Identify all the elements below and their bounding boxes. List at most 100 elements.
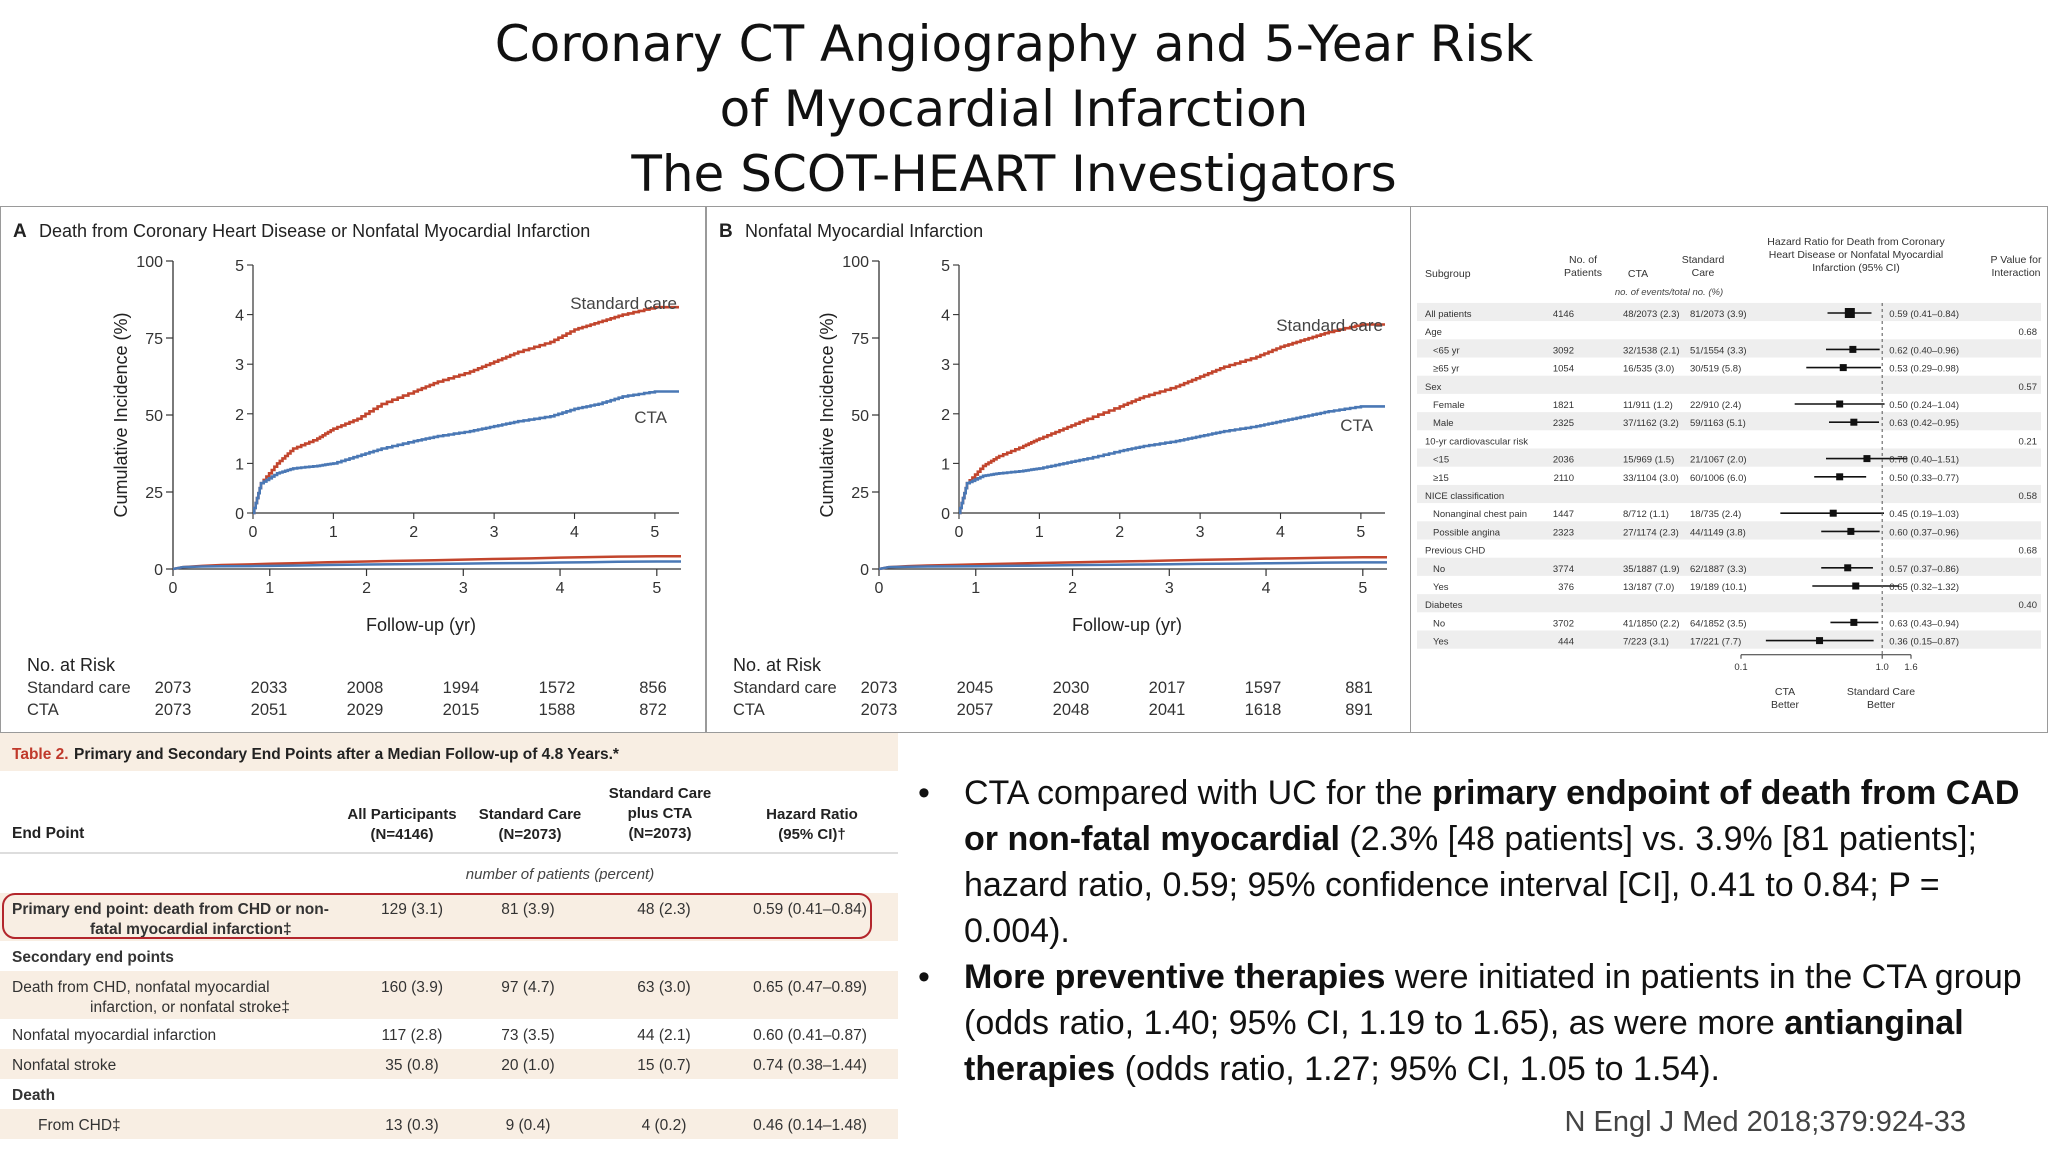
forest-events-note: no. of events/total no. (%) — [1615, 287, 1723, 298]
km-chart-a: A Death from Coronary Heart Disease or No… — [13, 221, 681, 719]
forest-header-standard: Care — [1692, 267, 1715, 279]
forest-row-band — [1417, 594, 2041, 613]
forest-row-sc: 64/1852 (3.5) — [1690, 618, 1747, 629]
forest-row-band — [1417, 412, 2041, 431]
risk-title: No. at Risk — [27, 655, 116, 675]
risk-value: 2015 — [443, 701, 480, 719]
table-col-header-3: Standard Care — [609, 785, 712, 802]
table-col-header-2: (N=2073) — [499, 826, 562, 843]
risk-value: 2041 — [1149, 701, 1186, 719]
forest-point — [1863, 455, 1871, 463]
x-tick-label: 0 — [875, 580, 884, 597]
risk-value: 2051 — [251, 701, 288, 719]
forest-point — [1844, 564, 1852, 572]
forest-row-cta: 48/2073 (2.3) — [1623, 309, 1680, 320]
risk-value: 1588 — [539, 701, 576, 719]
table-cell: 160 (3.9) — [381, 979, 443, 996]
table-cell: 0.65 (0.47–0.89) — [753, 979, 867, 996]
forest-row-sc: 44/1149 (3.8) — [1690, 527, 1746, 538]
forest-x-tick-label: 1.6 — [1904, 662, 1917, 673]
forest-row-sc: 81/2073 (3.9) — [1690, 309, 1747, 320]
table-col-header-0: End Point — [12, 825, 84, 842]
endpoint-table-svg: Table 2. Primary and Secondary End Points… — [0, 733, 898, 1139]
table-caption-prefix: Table 2. — [12, 746, 69, 763]
summary-bullets: • CTA compared with UC for the primary en… — [918, 770, 2038, 1092]
table-caption: Primary and Secondary End Points after a… — [74, 746, 620, 763]
forest-row-label: No — [1433, 564, 1445, 575]
table-caption-band — [0, 733, 898, 771]
forest-row-n: 4146 — [1553, 309, 1574, 320]
inset-x-tick-label: 1 — [329, 524, 338, 541]
forest-row-sc: 62/1887 (3.3) — [1690, 564, 1747, 575]
inset-curve-standard-care — [253, 305, 679, 515]
summary-bullet: • More preventive therapies were initiate… — [918, 954, 2038, 1092]
y-axis-label: Cumulative Incidence (%) — [111, 312, 131, 517]
risk-row-label: CTA — [27, 701, 59, 719]
risk-value: 1618 — [1245, 701, 1282, 719]
table-row-label-cont: fatal myocardial infarction‡ — [90, 921, 292, 938]
risk-value: 1994 — [443, 679, 480, 697]
km-chart-b: B Nonfatal Myocardial Infarction025507510… — [719, 221, 1387, 719]
bullet-emphasis: antianginal therapies — [964, 1004, 1964, 1088]
forest-row-ci: 0.60 (0.37–0.96) — [1889, 527, 1959, 538]
table-cell: 48 (2.3) — [637, 901, 690, 918]
forest-row-band — [1417, 339, 2041, 358]
table-cell: 44 (2.1) — [637, 1027, 690, 1044]
y-tick-label: 75 — [145, 331, 163, 348]
forest-row-sc: 60/1006 (6.0) — [1690, 473, 1747, 484]
x-tick-label: 1 — [971, 580, 980, 597]
forest-row-label: Yes — [1433, 582, 1449, 593]
panel-title: Nonfatal Myocardial Infarction — [745, 221, 983, 241]
risk-value: 2045 — [957, 679, 994, 697]
bullet-dot: • — [918, 774, 930, 812]
forest-row-n: 2110 — [1554, 473, 1574, 484]
forest-row-p: 0.58 — [2019, 491, 2038, 502]
y-tick-label: 25 — [851, 485, 869, 502]
km-chart-panel-b: B Nonfatal Myocardial Infarction 0 25 50 75 10… — [706, 206, 1412, 733]
inset-y-tick-label: 3 — [941, 357, 950, 374]
inset-curve-cta — [959, 405, 1385, 515]
forest-row-ci: 0.45 (0.19–1.03) — [1889, 509, 1959, 520]
table-highlight-box — [2, 893, 872, 939]
forest-row-sc: 19/189 (10.1) — [1690, 582, 1747, 593]
forest-row-sc: 18/735 (2.4) — [1690, 509, 1741, 520]
bullet-text: were initiated in patients in the CTA gr… — [964, 958, 2022, 1042]
table-row-label: Death from CHD, nonfatal myocardial — [12, 979, 270, 996]
forest-row-cta: 35/1887 (1.9) — [1623, 564, 1680, 575]
forest-row-label: Age — [1425, 327, 1442, 338]
forest-row-label: 10-yr cardiovascular risk — [1425, 436, 1528, 447]
forest-row-label: Previous CHD — [1425, 546, 1485, 557]
table-row-label: Nonfatal myocardial infarction — [12, 1027, 216, 1044]
forest-xlabel-left: Better — [1771, 699, 1800, 711]
table-subheader: number of patients (percent) — [466, 866, 654, 883]
forest-row-label: ≥65 yr — [1433, 364, 1459, 375]
forest-x-tick-label: 0.1 — [1734, 662, 1747, 673]
table-row-label-cont: infarction, or nonfatal stroke‡ — [90, 999, 290, 1016]
forest-row-p: 0.40 — [2019, 600, 2038, 611]
inset-y-tick-label: 2 — [235, 407, 244, 424]
label-cta: CTA — [634, 408, 667, 427]
title-line-3: The SCOT-HEART Investigators — [631, 145, 1397, 203]
risk-row-label: Standard care — [733, 679, 837, 697]
table-col-header-1: (N=4146) — [371, 826, 434, 843]
forest-point — [1852, 582, 1860, 590]
inset-x-tick-label: 3 — [1196, 524, 1205, 541]
x-tick-label: 1 — [265, 580, 274, 597]
forest-row-sc: 21/1067 (2.0) — [1690, 455, 1747, 466]
forest-row-cta: 33/1104 (3.0) — [1623, 473, 1679, 484]
km-chart-panel-a: A Death from Coronary Heart Disease or No… — [0, 206, 706, 733]
risk-value: 2030 — [1053, 679, 1090, 697]
inset-x-tick-label: 5 — [1356, 524, 1365, 541]
x-tick-label: 2 — [1068, 580, 1077, 597]
table-row-label: From CHD‡ — [38, 1117, 121, 1134]
forest-xlabel-left: CTA — [1775, 686, 1795, 698]
forest-point — [1850, 618, 1858, 626]
forest-row-band — [1417, 630, 2041, 649]
forest-row-label: Possible angina — [1433, 527, 1501, 538]
bullet-dot: • — [918, 958, 930, 996]
forest-plot-panel: Subgroup No. of Patients CTA Standard Care Haz… — [1410, 206, 2048, 733]
forest-point — [1850, 418, 1858, 426]
x-axis-label: Follow-up (yr) — [366, 615, 476, 635]
table-cell: 0.59 (0.41–0.84) — [753, 901, 867, 918]
